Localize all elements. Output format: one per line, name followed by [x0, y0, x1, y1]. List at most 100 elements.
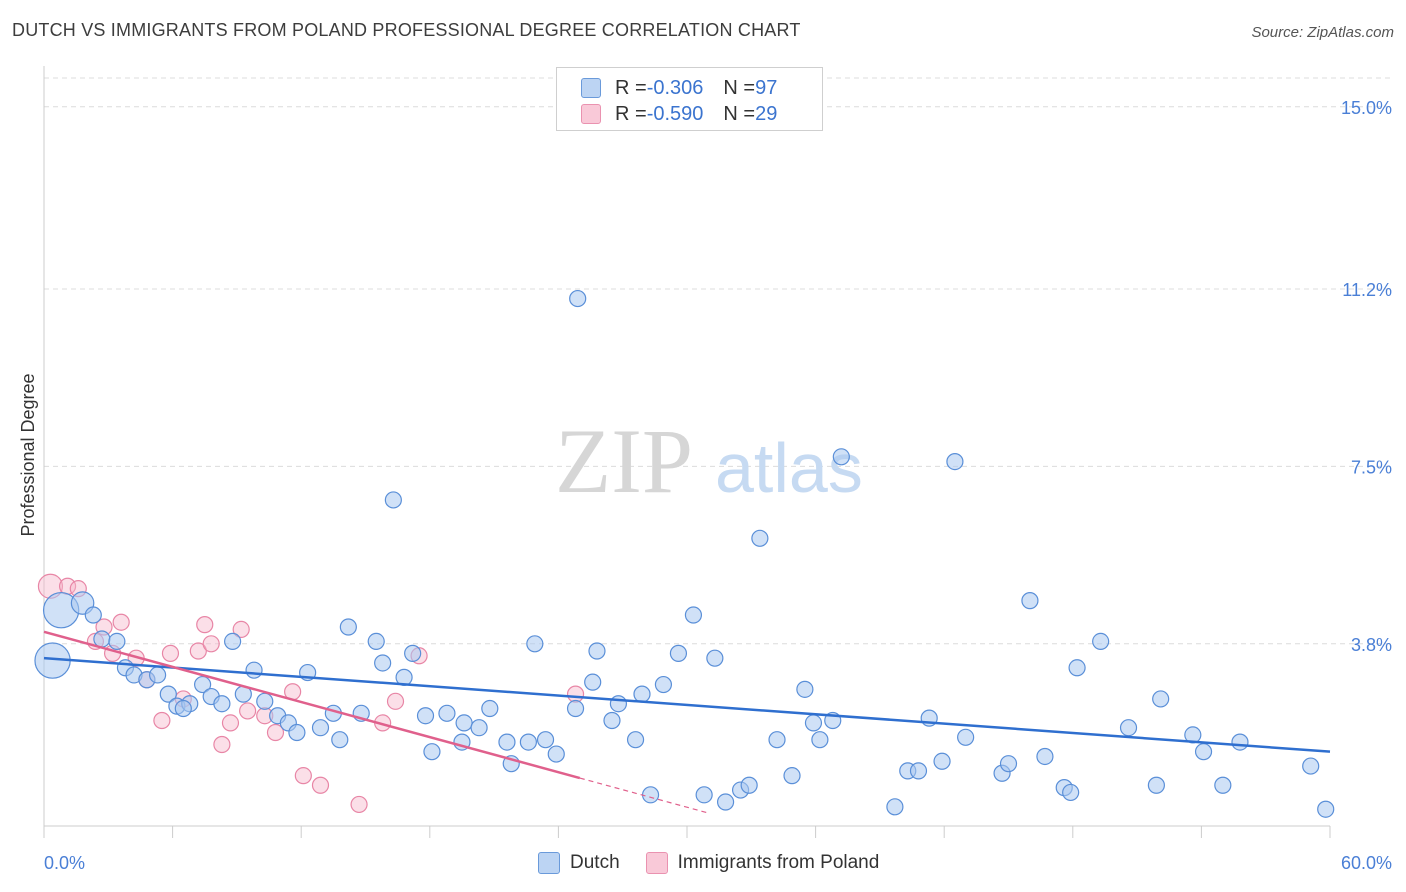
- dutch-point: [374, 654, 392, 672]
- dutch-point: [384, 491, 402, 509]
- dutch-point: [783, 767, 801, 785]
- dutch-point: [584, 673, 602, 691]
- poland-point: [350, 795, 368, 814]
- dutch-point: [423, 743, 441, 761]
- legend-n-value: 29: [755, 102, 778, 125]
- watermark-zip: ZIP: [555, 410, 693, 512]
- series-legend: Dutch Immigrants from Poland: [538, 852, 905, 874]
- y-tick-label: 11.2%: [1342, 280, 1392, 300]
- dutch-point: [331, 731, 349, 749]
- poland-point: [189, 642, 207, 660]
- dutch-point: [832, 448, 850, 466]
- dutch-point: [84, 606, 102, 624]
- dutch-point: [626, 731, 645, 749]
- dutch-point: [416, 707, 435, 725]
- dutch-point: [999, 755, 1018, 773]
- dutch-point: [654, 675, 673, 694]
- dutch-point: [148, 666, 167, 684]
- series-label-dutch: Dutch: [570, 852, 620, 873]
- dutch-point: [498, 733, 516, 751]
- dutch-point: [159, 685, 177, 703]
- dutch-point: [1194, 743, 1213, 761]
- legend-r-value: -0.590: [646, 102, 704, 125]
- x-tick-label: 60.0%: [1341, 853, 1392, 873]
- poland-point: [266, 723, 285, 742]
- poland-point: [566, 685, 585, 703]
- poland-point: [213, 735, 231, 754]
- dutch-point: [1302, 757, 1320, 775]
- dutch-point: [768, 731, 786, 749]
- dutch-point: [909, 762, 928, 780]
- dutch-point: [367, 632, 385, 650]
- series-swatch-dutch: [538, 852, 560, 874]
- dutch-point: [108, 632, 126, 650]
- dutch-point: [804, 714, 823, 732]
- dutch-point: [957, 728, 975, 746]
- dutch-point: [796, 680, 814, 698]
- chart-title: DUTCH VS IMMIGRANTS FROM POLAND PROFESSI…: [12, 20, 801, 40]
- legend-n-label: N =: [723, 102, 756, 125]
- poland-point: [196, 616, 214, 634]
- legend-row-poland: R = -0.590 N = 29: [581, 102, 777, 126]
- dutch-point: [174, 699, 192, 718]
- dutch-point: [1147, 776, 1165, 794]
- dutch-point: [1317, 800, 1335, 818]
- poland-point: [386, 692, 405, 710]
- dutch-point: [1092, 632, 1110, 650]
- dutch-point: [1021, 592, 1039, 610]
- poland-point: [232, 620, 250, 639]
- dutch-point: [288, 723, 306, 742]
- dutch-point: [224, 632, 242, 650]
- dutch-point: [684, 606, 703, 624]
- legend-swatch-dutch: [581, 78, 601, 98]
- dutch-point: [1119, 719, 1138, 737]
- dutch-point: [669, 644, 688, 662]
- series-legend-dutch: Dutch: [538, 852, 620, 874]
- dutch-trend-line: [43, 656, 1331, 753]
- dutch-point: [633, 685, 651, 703]
- dutch-point: [1214, 776, 1232, 794]
- dutch-point: [706, 649, 724, 667]
- dutch-point: [213, 695, 231, 713]
- dutch-point: [569, 289, 587, 308]
- poland-point: [239, 702, 257, 720]
- dutch-point: [811, 731, 829, 749]
- dutch-point: [716, 793, 735, 811]
- dutch-point: [588, 642, 606, 660]
- dutch-point: [1062, 783, 1080, 802]
- dutch-point: [609, 695, 628, 713]
- dutch-point: [256, 692, 274, 710]
- dutch-point: [536, 731, 555, 749]
- dutch-point: [886, 798, 904, 816]
- dutch-point: [740, 776, 758, 794]
- poland-point: [311, 776, 330, 794]
- y-tick-label: 7.5%: [1351, 457, 1392, 477]
- series-label-poland: Immigrants from Poland: [677, 852, 880, 873]
- poland-point: [161, 644, 180, 662]
- dutch-point: [933, 752, 951, 770]
- x-tick-labels: 0.0% 60.0%: [44, 853, 1392, 873]
- legend-r-label: R =: [615, 102, 647, 125]
- poland-trend-extension: [579, 777, 709, 814]
- dutch-point: [194, 675, 212, 694]
- dutch-point: [404, 644, 422, 662]
- dutch-point: [1068, 659, 1086, 677]
- legend-n-value: 97: [755, 76, 778, 99]
- grid-lines: [44, 77, 1392, 645]
- legend-r-value: -0.306: [646, 76, 704, 99]
- y-tick-labels: 3.8% 7.5% 11.2% 15.0%: [1341, 98, 1392, 655]
- poland-points: [37, 573, 585, 814]
- series-legend-poland: Immigrants from Poland: [645, 852, 880, 874]
- trend-lines: [43, 630, 1331, 814]
- dutch-point: [603, 711, 621, 730]
- axes: [43, 66, 1331, 838]
- dutch-point: [339, 618, 357, 636]
- y-tick-label: 15.0%: [1341, 98, 1392, 118]
- dutch-point: [93, 630, 111, 648]
- poland-trend-line: [43, 630, 581, 780]
- dutch-point: [547, 745, 565, 763]
- dutch-point: [1036, 747, 1054, 766]
- legend: R = -0.306 N = 97 R = -0.590 N = 29: [556, 67, 823, 131]
- legend-swatch-poland: [581, 104, 601, 124]
- dutch-point: [1231, 733, 1249, 751]
